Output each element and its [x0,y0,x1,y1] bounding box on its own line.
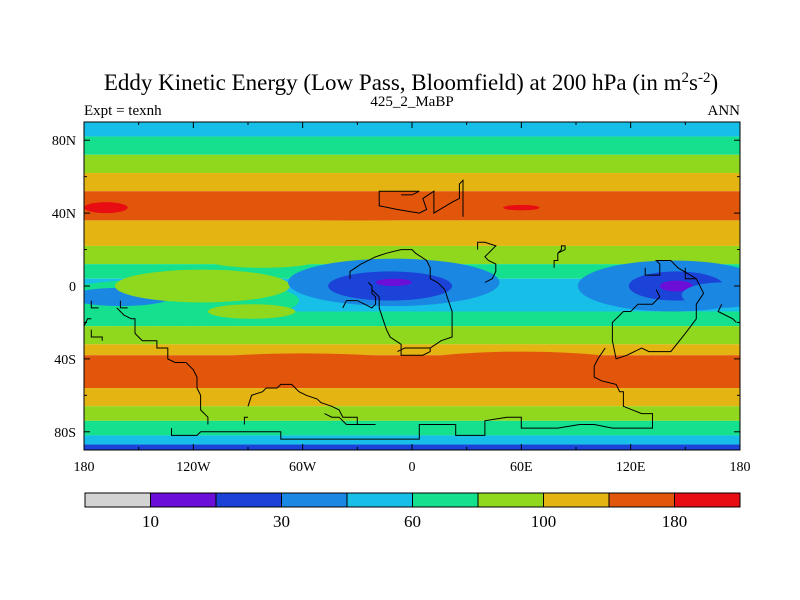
coastline [119,300,128,309]
coastline [611,260,705,360]
coastline [247,383,376,425]
y-tick-label: 40N [52,207,76,222]
title-part-sup1: 2 [682,70,690,86]
colorbar-label: 100 [531,512,557,531]
season-label: ANN [708,103,741,119]
y-tick-label: 40S [54,353,76,368]
colorbar-box [346,492,413,508]
contour-blob [229,205,485,221]
colorbar-box [608,492,675,508]
y-tick-label: 80S [54,426,76,441]
coastline [371,289,431,356]
y-axis: 80N 40N 0 40S 80S [52,134,740,441]
colorbar-box [477,492,544,508]
contour-blob [659,280,693,292]
coastline [84,318,92,327]
zonal-band [84,326,740,345]
zonal-band [84,173,740,192]
coastline [378,179,464,217]
contour-blob [375,278,412,286]
colorbar-label: 10 [142,512,159,531]
colorbar-box [215,492,282,508]
y-tick-label: 80N [52,134,76,149]
coastline [324,413,358,425]
contour-blob [328,271,453,301]
x-tick-label: 120W [176,460,211,475]
contour-field [84,122,740,450]
coastlines [84,179,737,440]
title-part-end: ) [710,70,718,95]
x-tick-label: 120E [616,460,646,475]
colorbar: 10 30 60 100 180 [84,492,741,531]
x-tick-label: 180 [74,460,95,475]
zonal-band [84,136,740,155]
x-tick-label: 60W [289,460,317,475]
coastline [553,245,566,268]
colorbar-box [84,492,151,508]
contour-blob [503,204,540,211]
title-part-sup2: -2 [698,70,711,86]
colorbar-label: 180 [662,512,688,531]
contour-blob [207,253,318,268]
zonal-band [84,388,740,407]
experiment-label: Expt = texnh [84,103,162,119]
coastline [243,416,248,425]
x-axis: 180 120W 60W 0 60E 120E 180 [74,122,751,475]
coastline [116,307,209,425]
colorbar-box [543,492,610,508]
colorbar-box [412,492,479,508]
chart-title: Eddy Kinetic Energy (Low Pass, Bloomfiel… [104,70,718,95]
zonal-band [84,154,740,174]
x-tick-label: 180 [730,460,751,475]
contour-blob [681,282,740,308]
coastline [90,300,99,309]
zonal-band [84,344,740,356]
coastline [342,282,377,309]
colorbar-box [150,492,217,508]
colorbar-label: 30 [273,512,290,531]
contour-blob [114,269,290,303]
coastline [171,347,653,440]
contour-blob [402,351,640,381]
coastline [349,249,453,353]
contour-blob [156,353,449,387]
case-label: 425_2_MaBP [370,94,453,110]
colorbar-box [674,492,741,508]
zonal-band [84,122,740,137]
contour-blob [84,202,128,214]
colorbar-label: 60 [404,512,421,531]
coastline [90,329,103,341]
coastline [717,303,737,323]
coastline [477,241,497,283]
x-tick-label: 60E [510,460,533,475]
colorbar-box [281,492,348,508]
title-part-mid: s [689,70,698,95]
zonal-band [84,435,740,445]
x-tick-label: 0 [409,460,416,475]
contour-blob [207,304,296,319]
y-tick-label: 0 [69,280,76,295]
contour-blob [84,194,248,217]
zonal-band [84,220,740,246]
coastline [684,267,697,280]
title-part-main: Eddy Kinetic Energy (Low Pass, Bloomfiel… [104,70,682,95]
